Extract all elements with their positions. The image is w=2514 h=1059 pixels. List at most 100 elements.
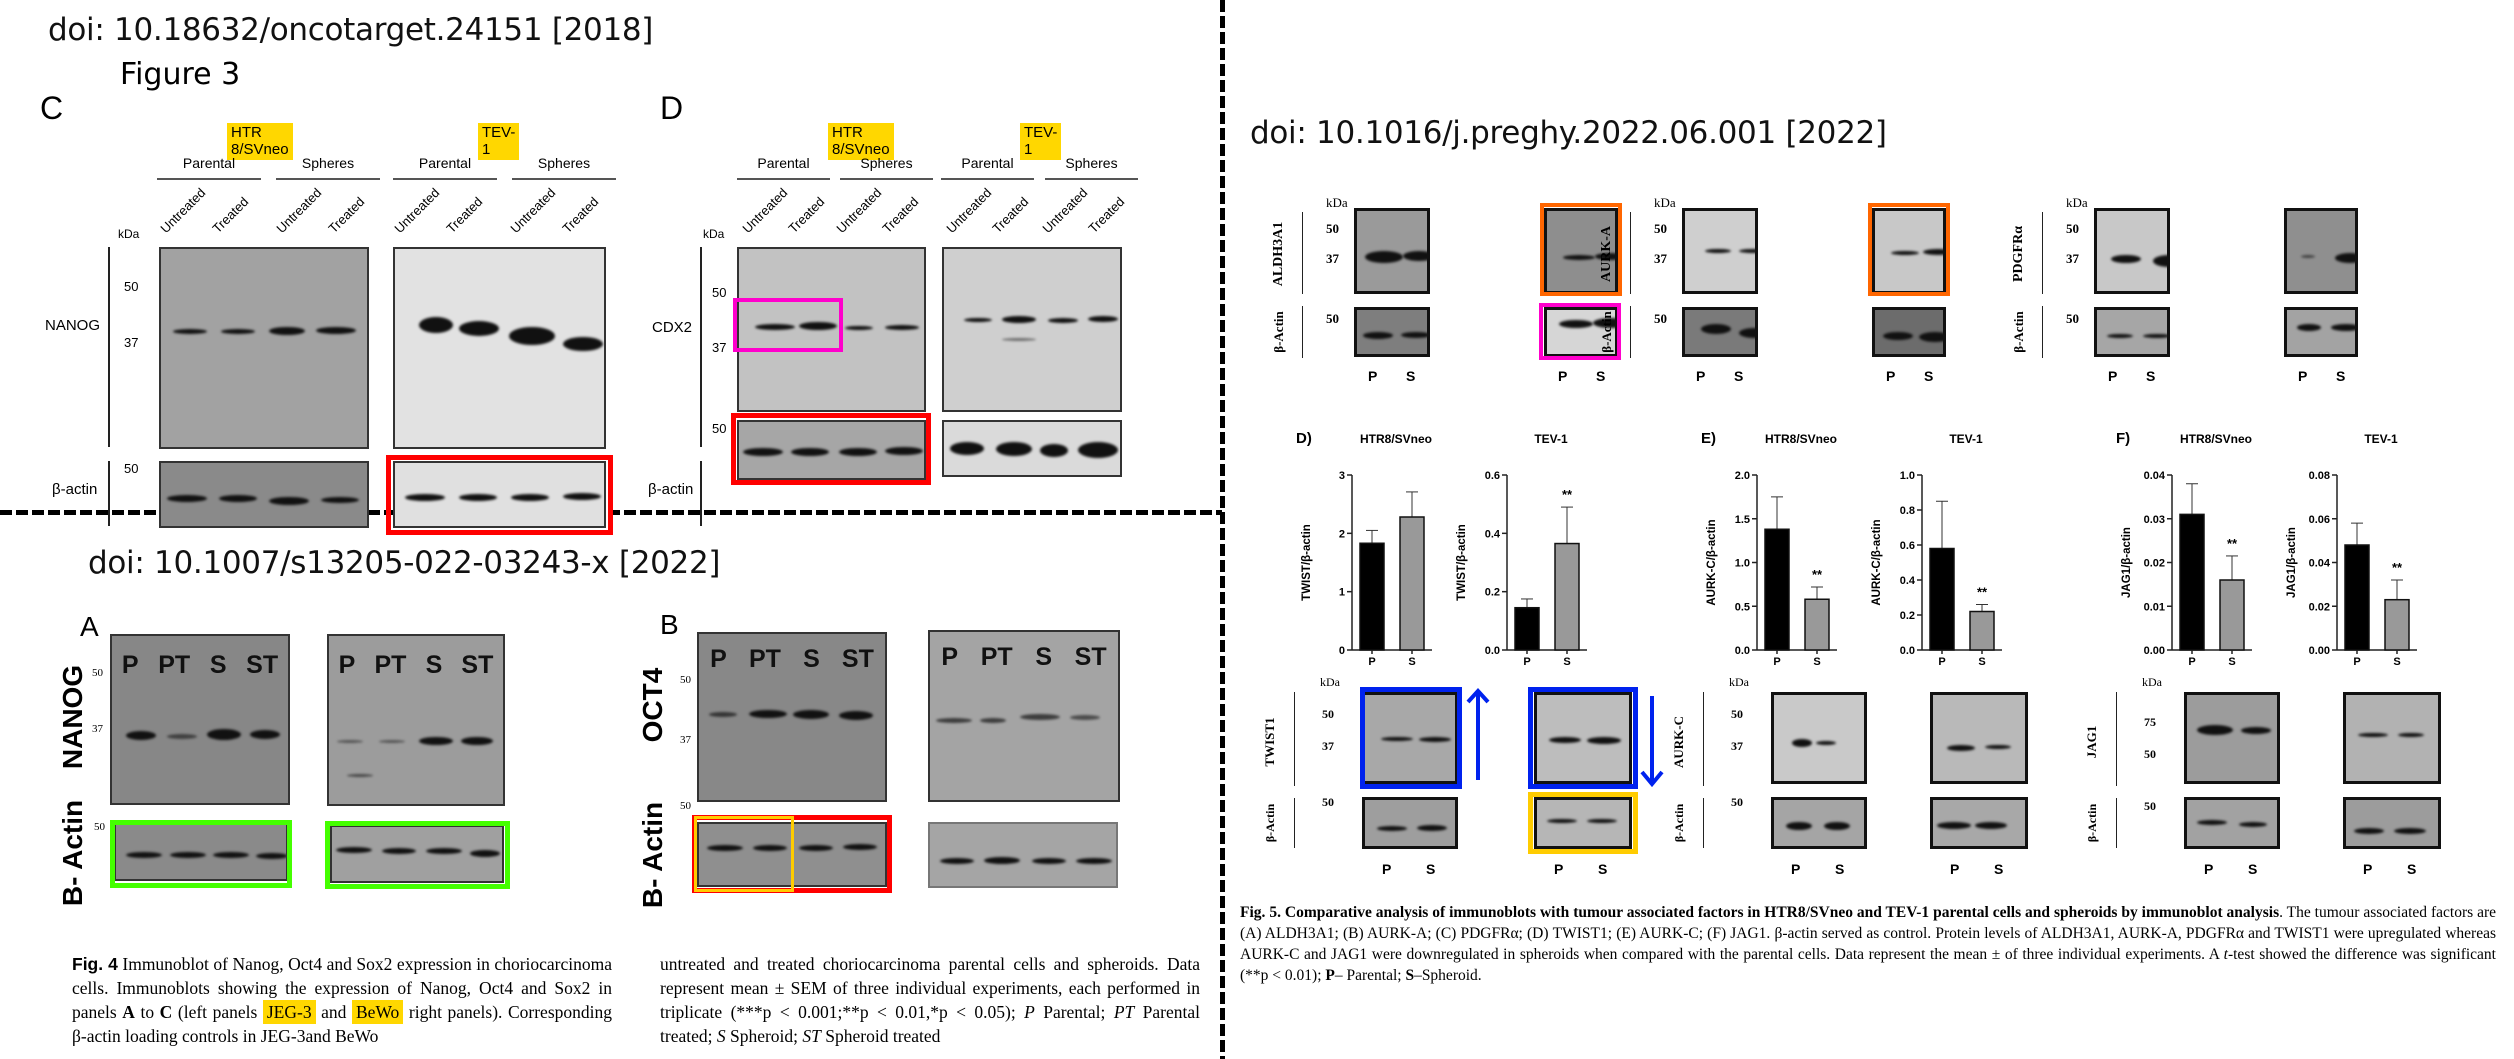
band	[1919, 332, 1943, 342]
protein-label: CDX2	[652, 319, 693, 336]
band	[509, 327, 555, 345]
band	[2354, 828, 2384, 834]
blot-panel	[2343, 797, 2441, 849]
lane-label: Treated	[325, 194, 368, 236]
blot-panel	[1544, 208, 1618, 294]
band	[316, 327, 356, 334]
marker-50-actin: 50	[124, 461, 139, 476]
lane-label: Untreated	[739, 185, 791, 236]
bar-chart-5: TEV-1 0.00 0.02 0.04 0.06 0.08 JAG1/β-actin P S *…	[2286, 432, 2417, 668]
marker-50-actin: 50	[2144, 799, 2156, 813]
caption-text: to	[134, 1002, 160, 1022]
y-tick-label: 0.0	[1735, 645, 1750, 657]
blot-panel	[1354, 208, 1430, 294]
kda-label: kDa	[703, 227, 725, 241]
band	[1403, 251, 1427, 261]
bar-chart-4: F) HTR8/SVneo 0.00 0.01 0.02 0.03 0.04 JAG1/β-a…	[2116, 430, 2252, 668]
band	[1705, 249, 1731, 253]
lane-label: Untreated	[391, 185, 443, 236]
y-tick-label: 0.2	[1900, 610, 1915, 622]
band	[459, 494, 497, 501]
y-axis-label: JAG1/β-actin	[2286, 527, 2298, 598]
bracket-line	[1703, 692, 1704, 786]
lane-p: P	[1696, 368, 1706, 384]
blot-panel	[2184, 692, 2280, 784]
bar-s	[1804, 598, 1830, 651]
b-actin-label-b: B- Actin	[637, 801, 668, 909]
blot-panel	[1682, 307, 1758, 357]
lane-s: S	[1994, 861, 2004, 877]
caption-text: (left panels	[172, 1002, 263, 1022]
lane-label: Treated	[559, 194, 602, 236]
y-tick-label: 0.03	[2144, 514, 2165, 526]
lane-label: PT	[158, 651, 191, 679]
bracket-line	[1294, 798, 1295, 848]
lane-s: S	[1924, 368, 1934, 384]
marker-50-actin: 50	[1731, 795, 1743, 809]
band	[1365, 251, 1403, 263]
lane-s: S	[2407, 861, 2417, 877]
blot-panel	[2284, 307, 2358, 357]
lane-p: P	[1558, 368, 1568, 384]
band	[755, 324, 795, 330]
blot-panel	[1872, 208, 1946, 294]
panel_c-letter: C	[40, 90, 64, 126]
marker-top: 50	[1731, 707, 1743, 721]
y-tick-label: 0.5	[1735, 601, 1750, 613]
y-tick-label: 0.8	[1900, 505, 1915, 517]
y-tick-label: 2	[1339, 528, 1345, 540]
lane-label: Untreated	[157, 185, 209, 236]
band	[1985, 745, 2011, 749]
band	[743, 448, 783, 456]
lane-label: P	[338, 651, 356, 679]
panel-a-letter: A	[80, 611, 99, 642]
panel_d-letter: D	[660, 90, 684, 126]
y-tick-label: 0.2	[1485, 587, 1500, 599]
lane-p: P	[2108, 368, 2118, 384]
band	[1975, 822, 2007, 829]
x-tick-label: P	[1773, 656, 1780, 668]
band	[167, 495, 207, 502]
band	[2297, 324, 2321, 331]
cell-line-label: HTR 8/SVneo	[828, 123, 894, 160]
x-tick-label: P	[1523, 656, 1530, 668]
blot-panel	[1362, 797, 1458, 849]
band	[1363, 332, 1393, 339]
blot-panel	[1544, 307, 1618, 357]
bracket-line	[1302, 306, 1303, 358]
bar-s	[1969, 610, 1995, 651]
caption-text: untreated and treated choriocarcinoma pa…	[660, 954, 1200, 1022]
marker-50: 50	[712, 285, 727, 300]
cdx2-blot-htr	[737, 247, 926, 412]
band	[2107, 334, 2133, 338]
actin-blot-jeg3-b	[697, 822, 887, 887]
lane-s: S	[1426, 861, 1436, 877]
marker-50: 50	[92, 667, 103, 679]
actin-blot-bewo	[330, 825, 504, 883]
lane-label: PT	[980, 643, 1013, 671]
band	[1786, 822, 1812, 830]
chart-title: TEV-1	[1534, 432, 1568, 446]
marker-50-actin: 50	[1322, 795, 1334, 809]
caption-text: right panels). Corresponding β-actin loa…	[72, 1002, 612, 1046]
b-actin-label: B- Actin	[57, 799, 88, 907]
band	[2331, 324, 2355, 331]
band	[1401, 332, 1427, 338]
band	[1587, 737, 1621, 744]
blot-panel	[1682, 208, 1758, 294]
y-axis-label: TWIST/β-actin	[1301, 524, 1313, 601]
band	[563, 493, 601, 500]
y-tick-label: 0.04	[2309, 558, 2331, 570]
band	[1701, 324, 1731, 334]
y-tick-label: 0	[1339, 645, 1345, 657]
caption-text: Spheroid;	[725, 1026, 803, 1046]
group-line	[276, 178, 380, 180]
up-arrow-icon	[1466, 688, 1490, 780]
lane-label: Treated	[443, 194, 486, 236]
lane-s: S	[1406, 368, 1416, 384]
band	[1088, 316, 1118, 322]
lane-p: P	[1886, 368, 1896, 384]
band	[269, 497, 309, 505]
band	[321, 497, 359, 503]
band	[1048, 318, 1078, 323]
